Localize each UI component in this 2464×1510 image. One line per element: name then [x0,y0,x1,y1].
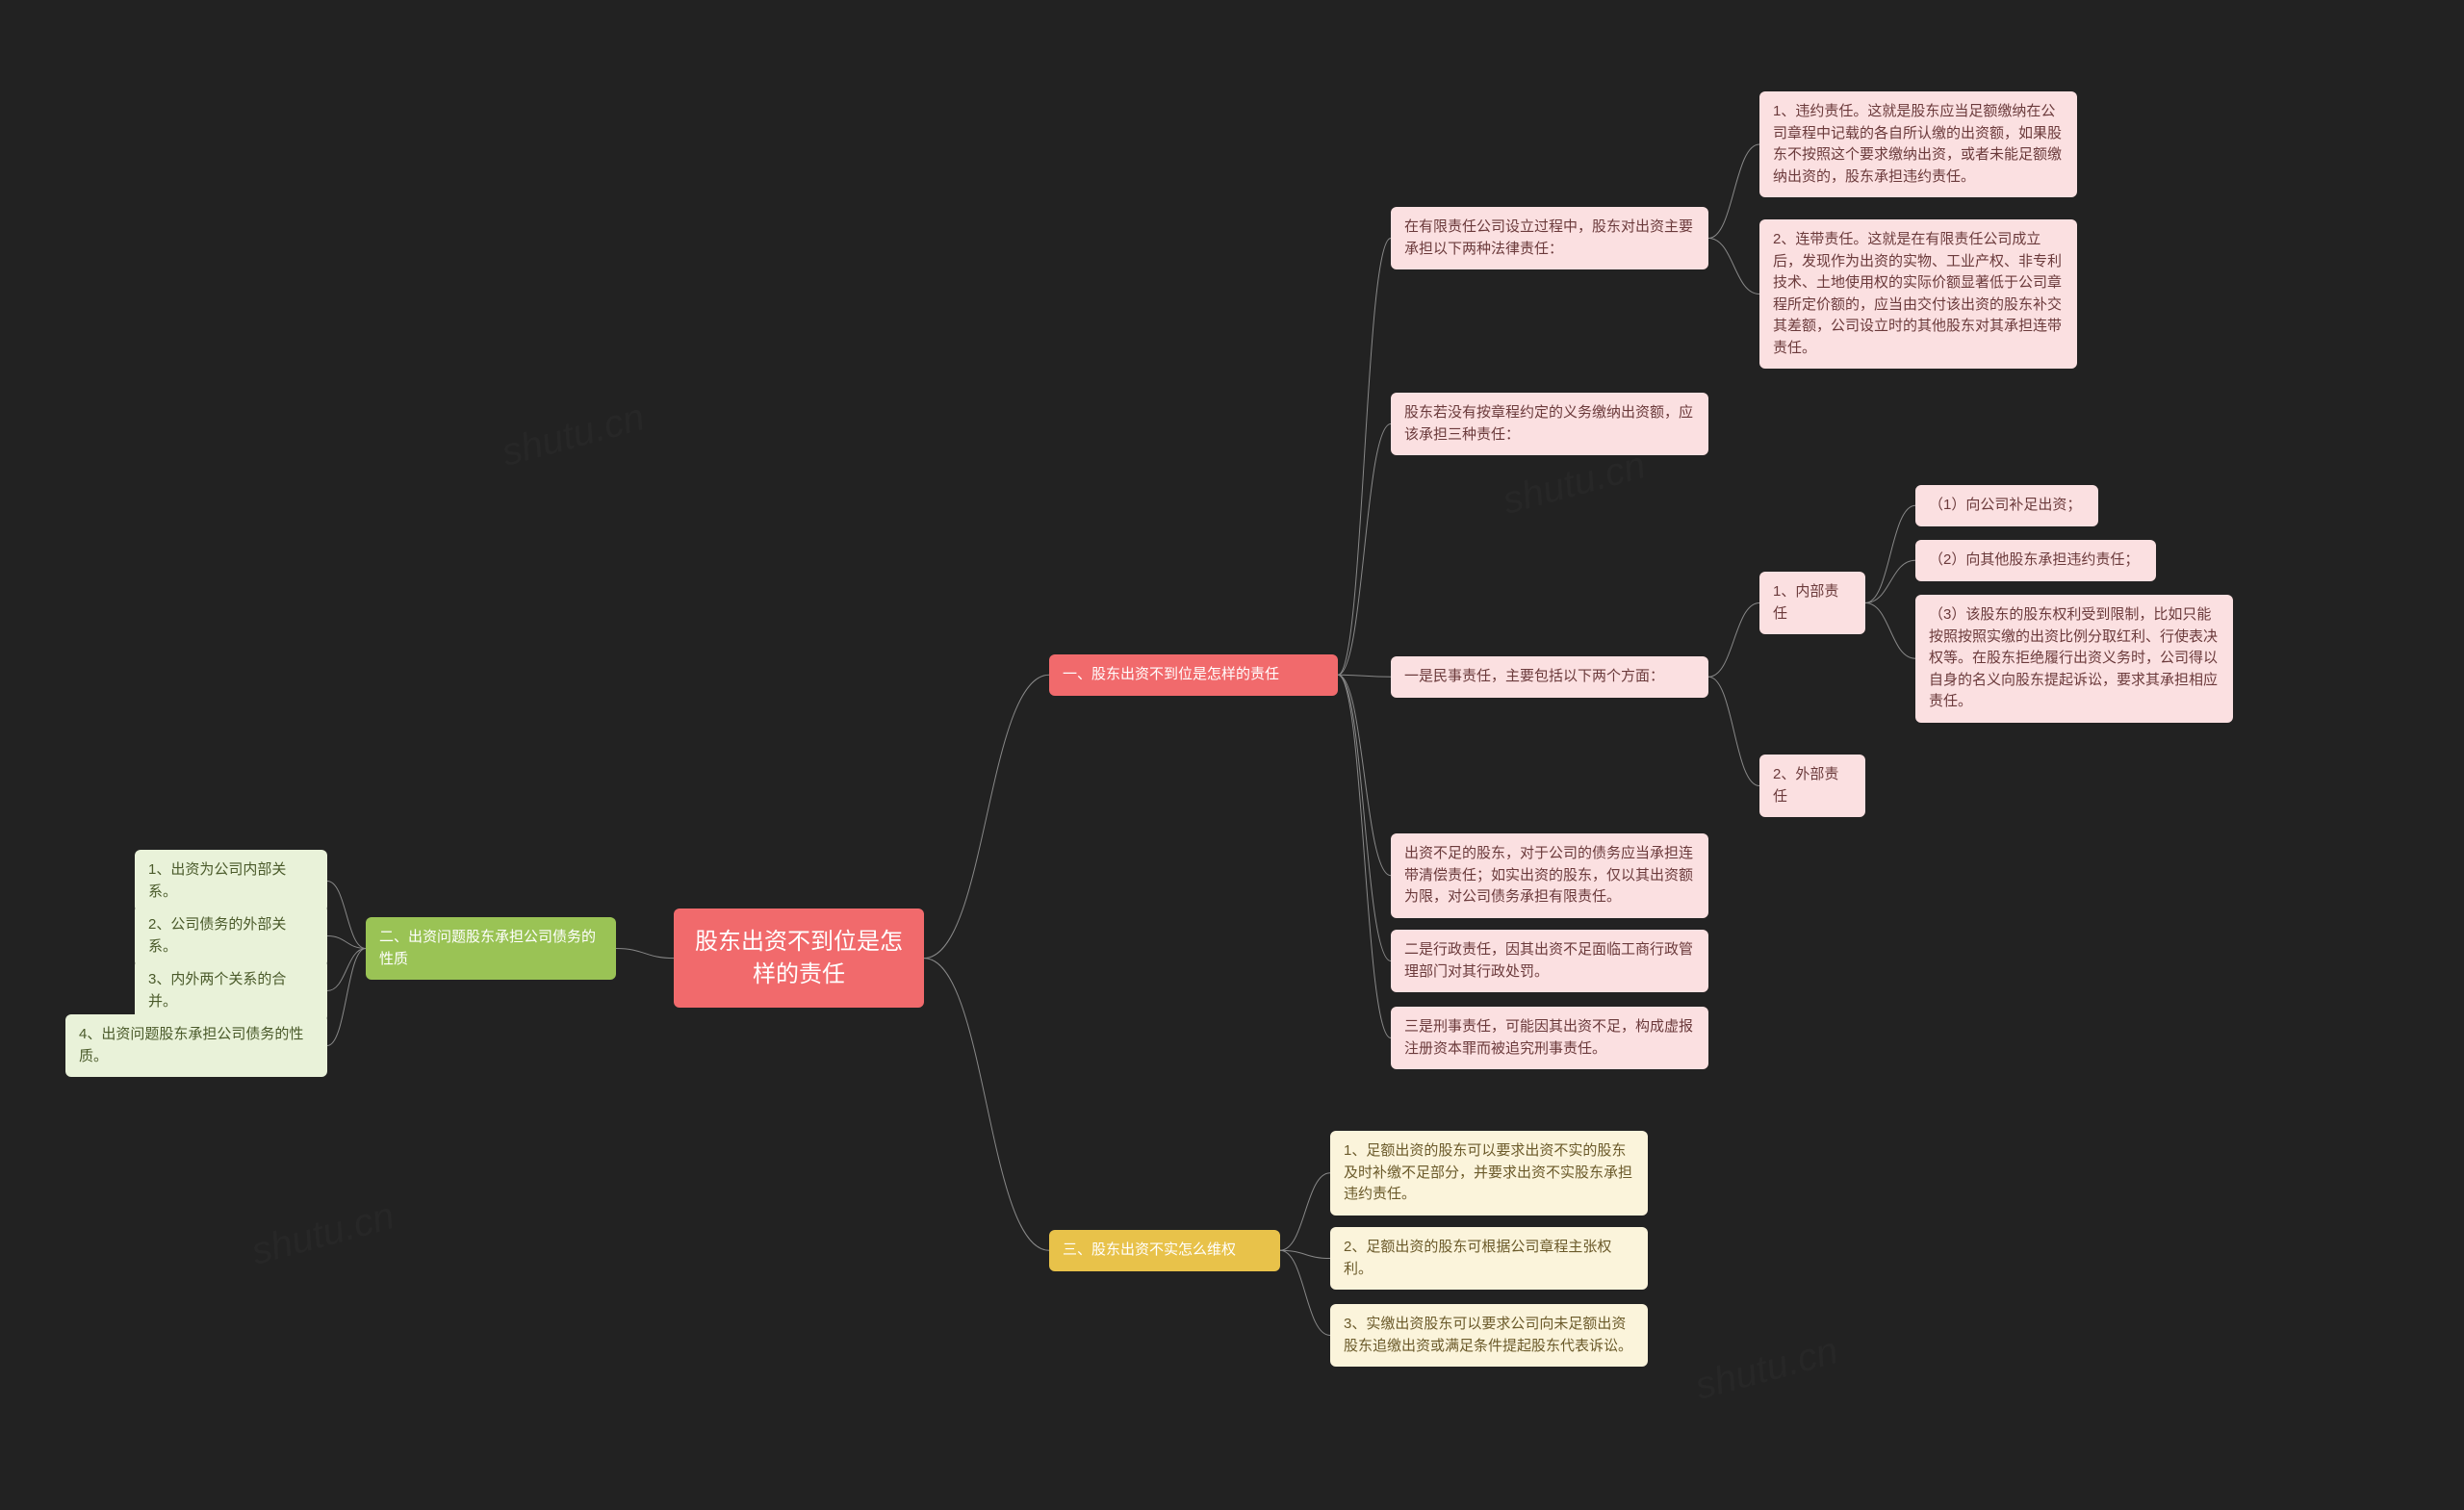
mindmap-node-n1_c1_2[interactable]: （2）向其他股东承担违约责任； [1915,540,2156,581]
mindmap-node-n1_c2[interactable]: 2、外部责任 [1759,755,1865,817]
mindmap-node-n3[interactable]: 三、股东出资不实怎么维权 [1049,1230,1280,1271]
connector [1865,505,1915,602]
mindmap-node-n2_3[interactable]: 3、内外两个关系的合并。 [135,960,327,1022]
connector [924,959,1049,1251]
connector [1280,1250,1330,1335]
mindmap-node-n3_2[interactable]: 2、足额出资的股东可根据公司章程主张权利。 [1330,1227,1648,1290]
connector [327,936,366,949]
watermark: shutu.cn [1691,1329,1843,1409]
mindmap-node-n1_c1[interactable]: 1、内部责任 [1759,572,1865,634]
mindmap-node-n1_c1_3[interactable]: （3）该股东的股东权利受到限制，比如只能按照按照实缴的出资比例分取红利、行使表决… [1915,595,2233,723]
connector [1708,603,1759,678]
mindmap-node-n1_e[interactable]: 二是行政责任，因其出资不足面临工商行政管理部门对其行政处罚。 [1391,930,1708,992]
mindmap-node-n3_3[interactable]: 3、实缴出资股东可以要求公司向未足额出资股东追缴出资或满足条件提起股东代表诉讼。 [1330,1304,1648,1367]
connector [1865,603,1915,659]
mindmap-node-root[interactable]: 股东出资不到位是怎样的责任 [674,909,924,1008]
mindmap-node-n1_c[interactable]: 一是民事责任，主要包括以下两个方面： [1391,656,1708,698]
connector [1338,424,1391,676]
connector [924,675,1049,958]
watermark: shutu.cn [498,396,650,475]
connector [327,949,366,991]
mindmap-node-n1_b[interactable]: 股东若没有按章程约定的义务缴纳出资额，应该承担三种责任： [1391,393,1708,455]
connector [1708,144,1759,239]
connector [327,882,366,949]
connector [616,949,674,959]
mindmap-node-n1_c1_1[interactable]: （1）向公司补足出资； [1915,485,2098,526]
connector [1338,675,1391,876]
connector [1708,239,1759,294]
mindmap-node-n2_2[interactable]: 2、公司债务的外部关系。 [135,905,327,967]
connector [1280,1250,1330,1258]
mindmap-node-n1_a1[interactable]: 1、违约责任。这就是股东应当足额缴纳在公司章程中记载的各自所认缴的出资额，如果股… [1759,91,2077,197]
mindmap-node-n1[interactable]: 一、股东出资不到位是怎样的责任 [1049,654,1338,696]
mindmap-node-n1_f[interactable]: 三是刑事责任，可能因其出资不足，构成虚报注册资本罪而被追究刑事责任。 [1391,1007,1708,1069]
mindmap-node-n2_4[interactable]: 4、出资问题股东承担公司债务的性质。 [65,1014,327,1077]
connector [1338,675,1391,677]
watermark: shutu.cn [1499,444,1651,524]
mindmap-node-n2[interactable]: 二、出资问题股东承担公司债务的性质 [366,917,616,980]
mindmap-node-n3_1[interactable]: 1、足额出资的股东可以要求出资不实的股东及时补缴不足部分，并要求出资不实股东承担… [1330,1131,1648,1216]
connector [1865,560,1915,602]
connector-layer [0,0,2464,1510]
connector [1338,675,1391,960]
mindmap-node-n1_a[interactable]: 在有限责任公司设立过程中，股东对出资主要承担以下两种法律责任： [1391,207,1708,269]
watermark: shutu.cn [247,1194,399,1274]
connector [1338,675,1391,1037]
connector [1338,239,1391,676]
connector [327,949,366,1046]
connector [1708,677,1759,785]
mindmap-node-n1_d[interactable]: 出资不足的股东，对于公司的债务应当承担连带清偿责任；如实出资的股东，仅以其出资额… [1391,833,1708,918]
mindmap-node-n2_1[interactable]: 1、出资为公司内部关系。 [135,850,327,912]
mindmap-node-n1_a2[interactable]: 2、连带责任。这就是在有限责任公司成立后，发现作为出资的实物、工业产权、非专利技… [1759,219,2077,369]
connector [1280,1173,1330,1251]
